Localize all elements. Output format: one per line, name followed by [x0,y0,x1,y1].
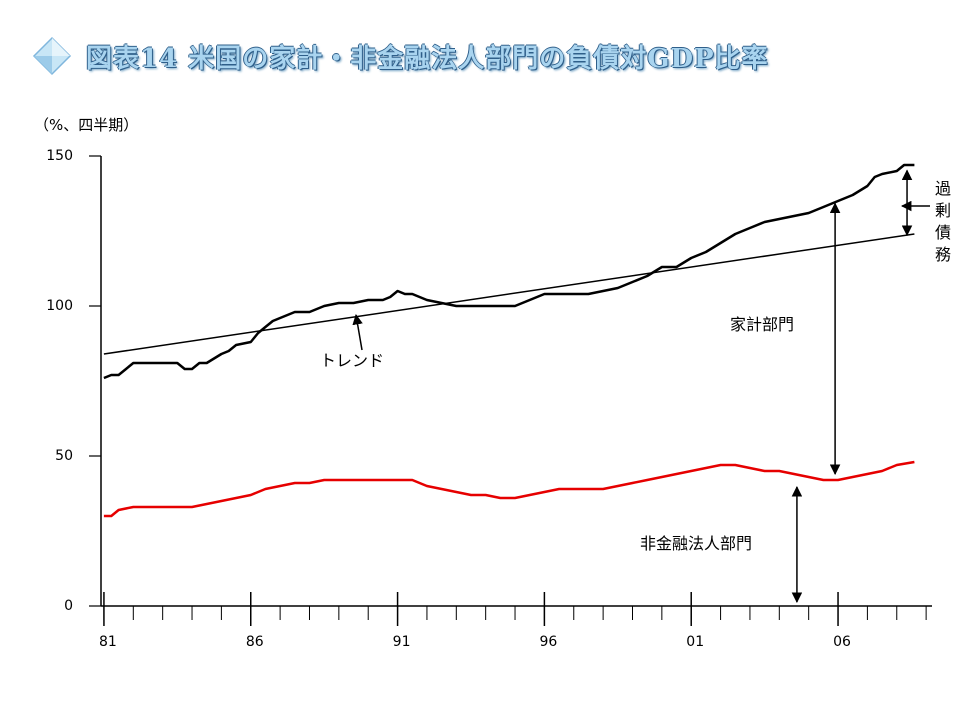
household-series-line [103,163,915,380]
diamond-icon [32,36,72,76]
corporate-series-line [103,460,915,518]
y-tick-label: 50 [55,448,73,464]
y-tick-label: 0 [64,598,73,614]
y-tick-label: 150 [46,148,73,164]
x-tick-label: 01 [686,634,704,650]
x-tick-label: 06 [833,634,851,650]
page-title: 図表14 米国の家計・非金融法人部門の負債対GDP比率 [86,43,769,74]
axes: 0 50 100 150 81 86 91 96 01 06 [46,148,932,650]
trend-line [103,233,915,355]
x-tick-label: 81 [99,634,117,650]
x-tick-label: 86 [246,634,264,650]
trend-label: トレンド [320,351,384,370]
corporate-label: 非金融法人部門 [640,534,752,553]
series-layer [103,163,915,518]
trend-pointer-arrow [352,313,363,351]
x-tick-label: 96 [539,634,557,650]
excess-debt-label: 過剰債務 [935,179,951,264]
x-tick-label: 91 [393,634,411,650]
y-tick-label: 100 [46,298,73,314]
unit-label: （%、四半期） [34,116,138,134]
chart-title: 図表14 米国の家計・非金融法人部門の負債対GDP比率 [32,32,769,80]
household-label: 家計部門 [730,315,794,334]
